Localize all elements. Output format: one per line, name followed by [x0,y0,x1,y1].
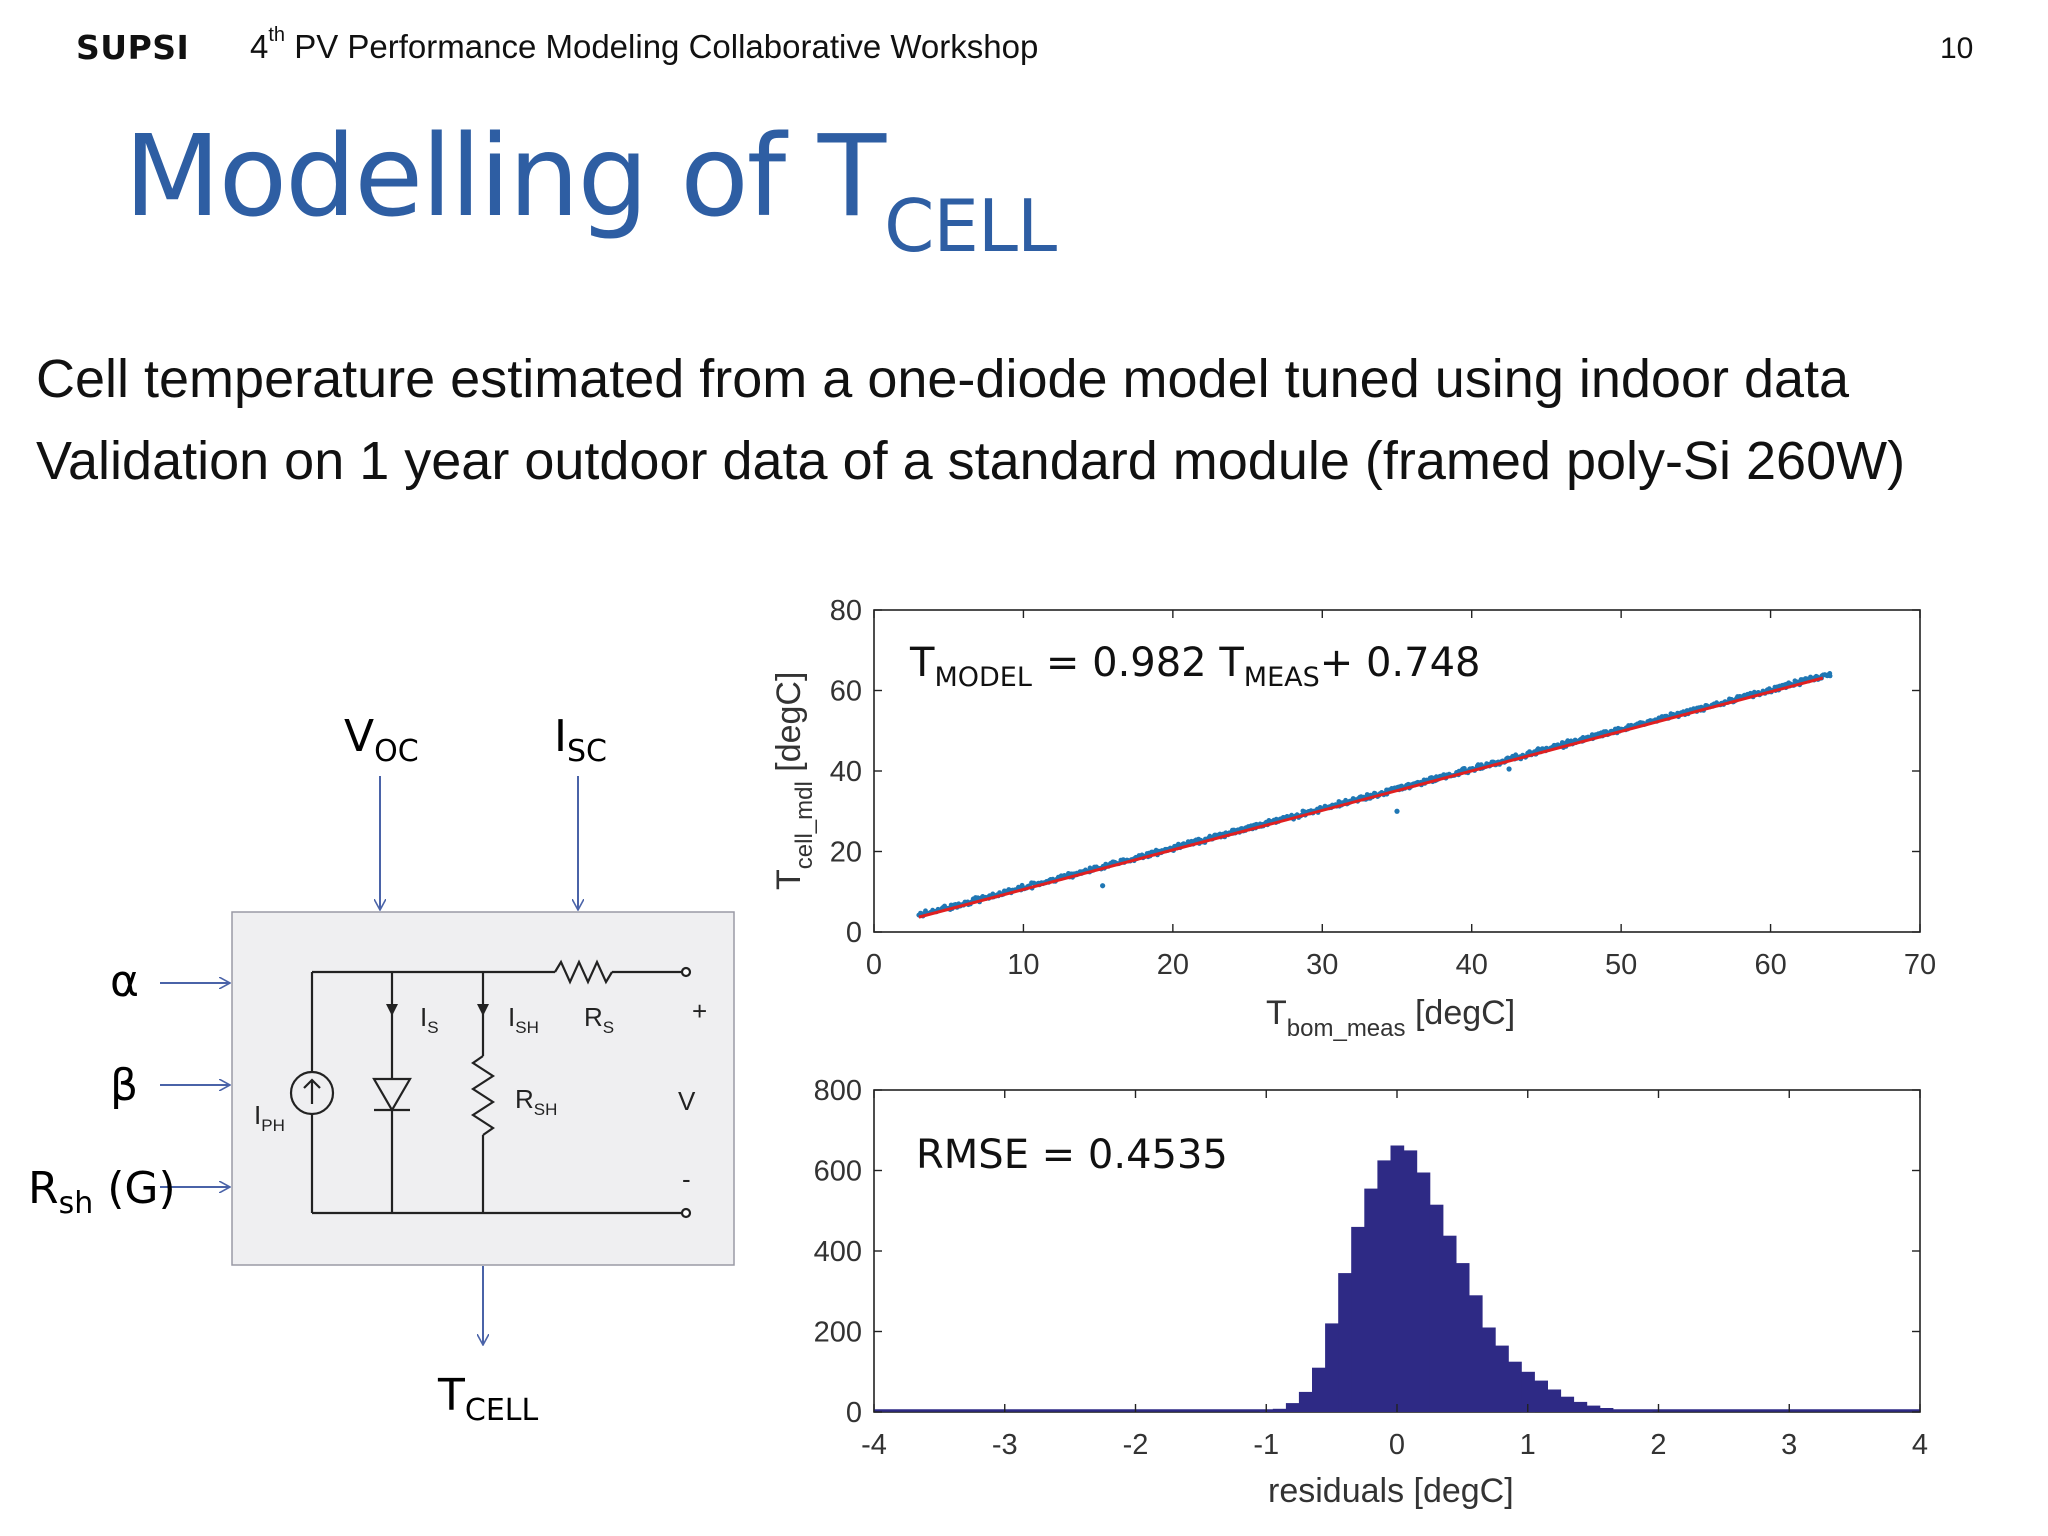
scatter-point [1559,740,1565,745]
rsh-label: RSH [515,1084,557,1119]
ish-label: ISH [508,1002,539,1037]
histogram-bar [1442,1235,1457,1412]
histogram-bar [1547,1389,1562,1412]
v-label: V [678,1086,696,1116]
voc-label: VOC [344,711,419,769]
x-axis-label: residuals [degC] [1268,1472,1514,1510]
x-tick-label: 60 [1754,949,1786,981]
x-tick-label: -4 [861,1429,887,1461]
y-tick-label: 20 [830,837,862,869]
x-tick-label: 40 [1456,949,1488,981]
histogram-bar [1586,1405,1601,1412]
alpha-label: α [110,956,139,1007]
isc-label: ISC [554,711,607,769]
histogram-bar [1298,1391,1313,1412]
histogram-bar [1495,1345,1509,1412]
histogram-bar [1377,1160,1392,1412]
histogram-bar [1325,1323,1339,1412]
x-tick-label: -3 [992,1429,1018,1461]
y-tick-label: 600 [814,1156,862,1188]
scatter-outlier-point [1100,883,1106,889]
rmse-annotation: RMSE = 0.4535 [916,1132,1228,1178]
x-axis-label: Tbom_meas [degC] [1266,994,1515,1042]
histogram-bar [1285,1403,1300,1412]
histogram-bar [1364,1188,1378,1412]
x-tick-label: 50 [1605,949,1637,981]
ish-arrow-icon [477,1004,489,1016]
plus-label: + [692,996,707,1026]
iph-arrow-icon [303,1078,321,1104]
beta-label: β [110,1060,138,1111]
x-tick-label: 2 [1650,1429,1666,1461]
histogram-bar [1351,1226,1365,1412]
is-label: IS [420,1002,439,1037]
minus-label: - [682,1164,691,1194]
scatter-outlier-point [1394,808,1400,814]
y-tick-label: 200 [814,1317,862,1349]
x-tick-label: 70 [1904,949,1936,981]
histogram-bar [1416,1172,1431,1412]
rs-label: RS [584,1002,614,1037]
x-tick-label: 30 [1306,949,1338,981]
scatter-outlier-point [1506,766,1512,772]
x-tick-label: -1 [1253,1429,1279,1461]
histogram-bar [1638,1411,1653,1412]
histogram-bar [1599,1408,1614,1412]
histogram-bar [1429,1204,1444,1412]
bullet-text: Cell temperature estimated from a one-di… [36,349,1850,409]
histogram-bar [1560,1396,1575,1412]
x-tick-label: 0 [866,949,882,981]
y-tick-label: 400 [814,1236,862,1268]
tcell-label: TCELL [437,1370,539,1428]
rsh-g-label: Rsh (G) [28,1163,176,1221]
histogram-chart: -4 -3 -2 -1 0 1 2 3 4 0 200 400 600 800 RMSE = 0.4535… [814,1075,1928,1510]
scatter-chart: 0 10 20 30 40 50 60 70 0 20 40 60 80 TMODEL = 0.982 T… [770,595,1936,1042]
histogram-bar [1468,1295,1483,1412]
x-tick-label: 4 [1912,1429,1928,1461]
y-tick-label: 0 [846,917,862,949]
y-tick-label: 800 [814,1075,862,1107]
circuit [289,959,692,1219]
y-tick-label: 80 [830,595,862,627]
histogram-bar [1521,1371,1535,1413]
workshop-title: 4th PV Performance Modeling Collaborativ… [250,24,1039,65]
diode-icon [372,1077,412,1113]
histogram-bar [1312,1367,1326,1412]
x-tick-label: 3 [1781,1429,1797,1461]
y-tick-label: 40 [830,756,862,788]
histogram-bar [1390,1145,1405,1412]
histogram-bar [1508,1361,1522,1412]
slide-title: Modelling of TCELL [124,112,1057,268]
x-tick-label: -2 [1123,1429,1149,1461]
x-tick-label: 20 [1157,949,1189,981]
supsi-logo: SUPSI [76,28,190,67]
histogram-bar [1338,1273,1352,1412]
histogram-bar [1534,1380,1548,1412]
x-tick-label: 1 [1520,1429,1536,1461]
iph-label: IPH [254,1100,285,1135]
histogram-bar [1455,1263,1470,1412]
y-tick-label: 60 [830,676,862,708]
histogram-bar [1272,1408,1287,1412]
scatter-point [1827,673,1833,679]
page-number: 10 [1940,32,1974,65]
histogram-bar [1612,1409,1627,1412]
is-arrow-icon [386,1004,398,1016]
y-tick-label: 0 [846,1397,862,1429]
x-tick-label: 0 [1389,1429,1405,1461]
histogram-bar [1482,1327,1496,1412]
histogram-bar [1573,1401,1588,1412]
y-axis-label: Tcell_mdl [degC] [770,672,818,890]
bullet-text: Validation on 1 year outdoor data of a s… [36,431,1906,491]
histogram-bar [1625,1410,1640,1412]
histogram-bar [1403,1150,1418,1412]
equation-annotation: TMODEL = 0.982 TMEAS+ 0.748 [909,640,1481,693]
fit-line [918,676,1824,919]
x-tick-label: 10 [1007,949,1039,981]
